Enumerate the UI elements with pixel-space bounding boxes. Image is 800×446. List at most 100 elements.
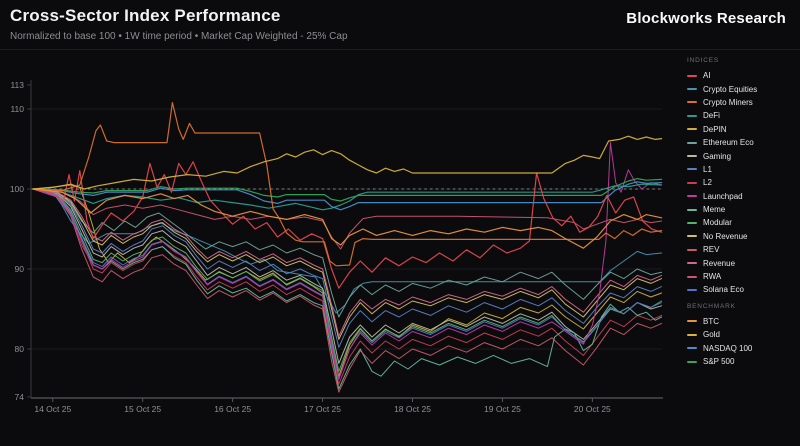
- legend-swatch: [687, 74, 697, 77]
- y-tick-label: 90: [15, 264, 25, 274]
- series-line-l1[interactable]: [32, 188, 663, 348]
- legend-item-revenue[interactable]: Revenue: [687, 256, 797, 269]
- legend-label: Crypto Miners: [703, 97, 753, 107]
- legend-label: DeFi: [703, 111, 720, 121]
- legend-label: Gaming: [703, 151, 732, 161]
- y-tick-label: 110: [10, 104, 24, 114]
- legend-label: AI: [703, 71, 711, 81]
- legend-panel: INDICES AI Crypto Equities Crypto Miners De…: [687, 57, 797, 374]
- legend-item-gaming[interactable]: Gaming: [687, 149, 797, 162]
- legend-indices-section: INDICES AI Crypto Equities Crypto Miners De…: [687, 57, 797, 297]
- legend-swatch: [687, 195, 697, 198]
- series-line-btc[interactable]: [32, 188, 663, 249]
- legend-label: RWA: [703, 272, 722, 282]
- series-line-modular[interactable]: [32, 188, 663, 372]
- legend-swatch: [687, 360, 697, 363]
- legend-swatch: [687, 101, 697, 104]
- legend-swatch: [687, 347, 697, 350]
- legend-benchmark-header: BENCHMARK: [687, 302, 736, 310]
- chart-area: 74 80 90 100 110 113 14 Oct 25 15 Oct 25 16 Oct …: [0, 50, 684, 446]
- legend-item-gold[interactable]: Gold: [687, 328, 797, 341]
- y-tick-label: 74: [15, 392, 25, 402]
- legend-label: Crypto Equities: [703, 84, 758, 94]
- legend-label: Launchpad: [703, 191, 743, 201]
- series-line-meme[interactable]: [32, 188, 663, 390]
- series-line-l2[interactable]: [32, 188, 663, 385]
- series-line-ai[interactable]: [32, 161, 663, 289]
- legend-item-defi[interactable]: DeFi: [687, 109, 797, 122]
- legend-item-s-p-500[interactable]: S&P 500: [687, 355, 797, 368]
- legend-item-l2[interactable]: L2: [687, 176, 797, 189]
- series-line-launchpad[interactable]: [32, 142, 663, 380]
- legend-swatch: [687, 248, 697, 251]
- legend-swatch: [687, 128, 697, 131]
- x-tick-label: 14 Oct 25: [34, 404, 71, 414]
- series-line-s-p-500[interactable]: [32, 178, 663, 202]
- brand-logo: Blockworks Research: [626, 10, 786, 27]
- legend-item-nasdaq-100[interactable]: NASDAQ 100: [687, 341, 797, 354]
- legend-label: L1: [703, 164, 712, 174]
- legend-item-meme[interactable]: Meme: [687, 203, 797, 216]
- legend-item-launchpad[interactable]: Launchpad: [687, 190, 797, 203]
- series-line-rev[interactable]: [32, 188, 663, 393]
- legend-label: Revenue: [703, 258, 736, 268]
- legend-swatch: [687, 181, 697, 184]
- legend-label: L2: [703, 178, 712, 188]
- legend-item-no-revenue[interactable]: No Revenue: [687, 230, 797, 243]
- legend-label: Meme: [703, 205, 726, 215]
- series-line-ethereum-eco[interactable]: [32, 188, 663, 318]
- x-tick-label: 20 Oct 25: [574, 404, 611, 414]
- chart-canvas[interactable]: 74 80 90 100 110 113 14 Oct 25 15 Oct 25 16 Oct …: [0, 50, 684, 446]
- legend-label: NASDAQ 100: [703, 343, 753, 353]
- legend-swatch: [687, 155, 697, 158]
- series-line-gaming[interactable]: [32, 188, 663, 364]
- legend-swatch: [687, 333, 697, 336]
- legend-swatch: [687, 262, 697, 265]
- legend-item-ai[interactable]: AI: [687, 69, 797, 82]
- legend-label: DePIN: [703, 124, 727, 134]
- legend-item-rev[interactable]: REV: [687, 243, 797, 256]
- page-title: Cross-Sector Index Performance: [10, 6, 281, 25]
- legend-label: Gold: [703, 330, 720, 340]
- legend-item-solana-eco[interactable]: Solana Eco: [687, 283, 797, 296]
- x-tick-label: 18 Oct 25: [394, 404, 431, 414]
- y-tick-label: 100: [10, 184, 24, 194]
- legend-swatch: [687, 275, 697, 278]
- legend-label: Solana Eco: [703, 285, 744, 295]
- legend-swatch: [687, 288, 697, 291]
- chart-subtitle: Normalized to base 100 • 1W time period …: [10, 31, 348, 42]
- legend-swatch: [687, 208, 697, 211]
- legend-swatch: [687, 168, 697, 171]
- x-tick-label: 15 Oct 25: [124, 404, 161, 414]
- series-line-solana-eco[interactable]: [32, 188, 663, 380]
- series-line-no-revenue[interactable]: [32, 188, 663, 340]
- legend-item-crypto-miners[interactable]: Crypto Miners: [687, 96, 797, 109]
- legend-swatch: [687, 141, 697, 144]
- legend-label: S&P 500: [703, 357, 735, 366]
- legend-swatch: [687, 114, 697, 117]
- legend-item-btc[interactable]: BTC: [687, 315, 797, 328]
- legend-item-ethereum-eco[interactable]: Ethereum Eco: [687, 136, 797, 149]
- series-line-nasdaq-100[interactable]: [32, 181, 663, 211]
- header: Cross-Sector Index Performance Normalize…: [0, 0, 800, 50]
- legend-item-rwa[interactable]: RWA: [687, 270, 797, 283]
- legend-item-depin[interactable]: DePIN: [687, 123, 797, 136]
- legend-benchmark-section: BENCHMARK BTC Gold NASDAQ 100 S&P 500: [687, 303, 797, 369]
- series-line-gold[interactable]: [32, 135, 663, 190]
- legend-item-l1[interactable]: L1: [687, 163, 797, 176]
- series-line-revenue[interactable]: [32, 188, 663, 337]
- y-tick-label: 80: [15, 344, 25, 354]
- y-tick-label: 113: [10, 80, 24, 90]
- legend-swatch: [687, 235, 697, 238]
- legend-swatch: [687, 320, 697, 323]
- legend-label: Modular: [703, 218, 732, 228]
- legend-indices-header: INDICES: [687, 57, 719, 64]
- legend-swatch: [687, 221, 697, 224]
- legend-swatch: [687, 88, 697, 91]
- legend-item-crypto-equities[interactable]: Crypto Equities: [687, 82, 797, 95]
- x-tick-label: 19 Oct 25: [484, 404, 521, 414]
- legend-item-modular[interactable]: Modular: [687, 216, 797, 229]
- x-tick-label: 17 Oct 25: [304, 404, 341, 414]
- legend-label: Ethereum Eco: [703, 138, 754, 148]
